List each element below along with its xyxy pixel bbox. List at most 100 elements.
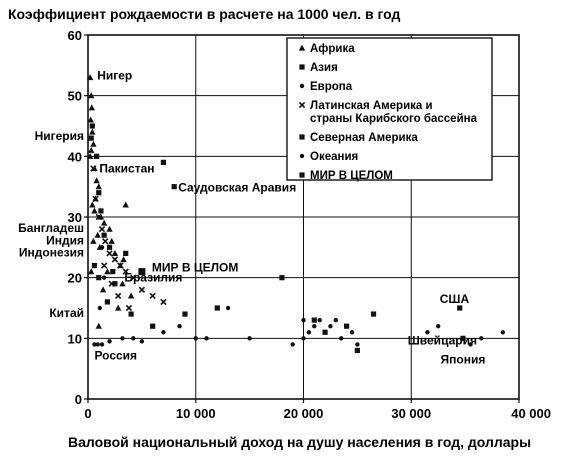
data-point <box>339 336 344 341</box>
data-point <box>328 324 333 329</box>
data-point <box>177 324 182 329</box>
y-tick-label: 0 <box>75 392 82 407</box>
data-point <box>349 330 355 335</box>
data-point <box>160 159 167 165</box>
y-tick-label: 40 <box>68 149 82 164</box>
data-point <box>139 339 145 344</box>
data-point <box>468 342 473 347</box>
data-point <box>312 324 317 329</box>
data-point <box>500 330 506 335</box>
data-point <box>102 238 109 245</box>
data-point <box>99 342 105 347</box>
data-point <box>127 292 135 299</box>
data-point <box>86 74 94 81</box>
legend-box <box>286 37 493 181</box>
data-point <box>204 336 209 341</box>
data-point <box>120 336 125 341</box>
data-point <box>344 323 350 329</box>
data-point <box>106 225 113 232</box>
data-point <box>92 342 97 347</box>
data-point <box>104 299 110 305</box>
data-point <box>114 304 122 311</box>
data-point <box>150 323 156 329</box>
data-point <box>95 322 102 329</box>
data-point <box>98 225 106 233</box>
data-point <box>104 268 111 275</box>
data-point <box>479 336 484 341</box>
data-point <box>87 116 94 123</box>
y-tick-label: 50 <box>68 89 82 104</box>
legend-label: Африка <box>310 43 355 55</box>
x-axis-label: Валовой национальный доход на душу насел… <box>68 434 531 450</box>
data-point <box>161 330 166 335</box>
data-point <box>182 311 188 317</box>
data-point <box>128 311 134 317</box>
data-point <box>89 128 96 135</box>
data-point <box>214 305 220 311</box>
legend-marker <box>298 101 306 109</box>
annotation-label: Китай <box>49 306 84 320</box>
data-point <box>92 195 99 202</box>
chart-title: Коэффициент рождаемости в расчете на 100… <box>8 6 401 22</box>
data-point <box>95 183 102 190</box>
data-point <box>101 275 107 280</box>
data-point <box>370 311 377 317</box>
data-point <box>149 292 156 300</box>
data-point <box>301 317 306 323</box>
annotation-label: Нигер <box>97 68 132 82</box>
data-point <box>91 207 98 214</box>
data-point <box>96 214 101 220</box>
data-point <box>160 298 167 306</box>
annotation-label: США <box>440 292 470 306</box>
data-point <box>95 342 100 347</box>
data-point <box>123 250 129 256</box>
data-point <box>122 268 129 275</box>
data-point <box>120 256 127 263</box>
legend-label: МИР В ЦЕЛОМ <box>310 170 393 182</box>
legend-marker <box>299 172 305 178</box>
data-point <box>311 317 317 323</box>
annotation-label: Швейцария <box>408 333 477 347</box>
annotation-label: Индонезия <box>19 245 84 259</box>
data-point <box>90 140 97 147</box>
data-point <box>88 135 94 141</box>
x-axis-ticks: 0 10 000 20 000 30 000 40 000 <box>84 399 551 421</box>
data-point <box>88 146 95 153</box>
data-point <box>355 342 360 347</box>
data-point <box>90 237 97 244</box>
annotation-label: Индия <box>46 233 84 247</box>
annotation-label: Бангладеш <box>18 221 84 235</box>
y-tick-label: 60 <box>68 28 82 43</box>
annotations: Нигер Нигерия Пакистан Саудовская Аравия Бан… <box>18 68 485 366</box>
legend-label: Океания <box>310 151 358 163</box>
data-point <box>99 286 107 293</box>
data-point <box>138 268 146 276</box>
data-point <box>119 280 126 287</box>
legend-marker <box>298 44 306 51</box>
legend-marker <box>299 134 305 140</box>
data-point <box>171 184 177 190</box>
data-point <box>111 250 119 256</box>
data-point <box>122 201 129 208</box>
annotation-label: Нигерия <box>35 129 84 143</box>
data-point <box>125 304 133 312</box>
data-point <box>317 317 322 323</box>
data-point <box>247 336 252 341</box>
data-point <box>193 336 198 341</box>
data-point <box>110 269 116 275</box>
legend-label: Латинская Америка и страны Карибского бас… <box>310 100 478 125</box>
data-points <box>86 74 506 354</box>
data-point <box>86 152 94 159</box>
legend-marker <box>299 83 305 89</box>
y-tick-label: 10 <box>68 331 82 346</box>
legend-label: Европа <box>310 81 353 93</box>
annotation-label: Бразилия <box>124 271 182 285</box>
x-tick-label: 40 000 <box>511 406 551 421</box>
data-point <box>99 245 105 250</box>
data-point <box>138 286 146 293</box>
data-point <box>111 256 119 263</box>
data-point <box>90 165 97 172</box>
data-point <box>100 219 108 226</box>
data-point <box>89 201 96 208</box>
